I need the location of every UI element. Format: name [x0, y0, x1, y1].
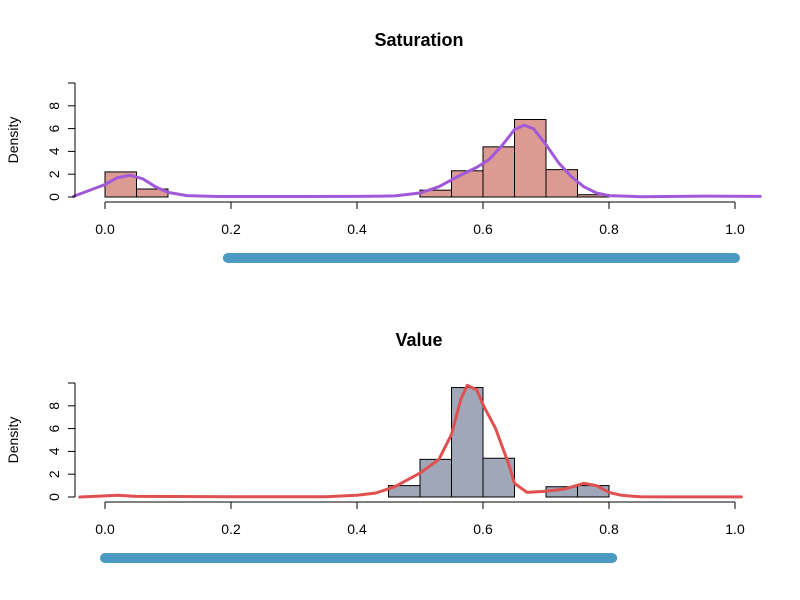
- saturation-x-axis: 0.0 0.2 0.4 0.6 0.8 1.0: [95, 201, 745, 237]
- value-x-tick-label-2: 0.4: [347, 521, 367, 537]
- saturation-density-line: [72, 123, 762, 199]
- value-y-axis: 0 2 4 6 8: [46, 382, 76, 501]
- saturation-histogram-bars: [104, 118, 610, 198]
- saturation-bar-4: [482, 146, 515, 198]
- saturation-x-tick-label-5: 1.0: [725, 221, 745, 237]
- value-histogram-bars: [388, 387, 610, 498]
- value-bar-2: [451, 387, 484, 498]
- value-y-tick-label-3: 6: [46, 424, 62, 432]
- value-y-tick-label-4: 8: [46, 402, 62, 410]
- saturation-y-tick-label-3: 6: [46, 124, 62, 132]
- value-panel: Value Density 0 2 4 6 8 0.0 0.2 0.4 0.6 0.8 1.0: [5, 330, 745, 563]
- value-density-line: [78, 383, 743, 499]
- saturation-y-tick-label-1: 2: [46, 170, 62, 178]
- saturation-x-tick-label-2: 0.4: [347, 221, 367, 237]
- saturation-y-tick-label-0: 0: [46, 193, 62, 201]
- value-x-tick-label-3: 0.6: [473, 521, 493, 537]
- value-x-axis: 0.0 0.2 0.4 0.6 0.8 1.0: [95, 501, 745, 537]
- saturation-x-tick-label-1: 0.2: [221, 221, 241, 237]
- value-y-axis-label: Density: [5, 417, 21, 464]
- saturation-y-axis-label: Density: [5, 117, 21, 164]
- saturation-bar-6: [545, 169, 578, 198]
- saturation-y-tick-label-2: 4: [46, 147, 62, 155]
- saturation-y-tick-label-4: 8: [46, 102, 62, 110]
- saturation-title: Saturation: [374, 30, 463, 50]
- saturation-panel: Saturation Density 0 2 4 6 8 0.0 0.2 0.4 0.6 0.8…: [5, 30, 762, 263]
- saturation-density-curve: [72, 123, 762, 199]
- value-x-tick-label-1: 0.2: [221, 521, 241, 537]
- saturation-x-tick-label-4: 0.8: [599, 221, 619, 237]
- saturation-bar-3: [451, 170, 484, 198]
- value-x-tick-label-0: 0.0: [95, 521, 115, 537]
- value-x-tick-label-5: 1.0: [725, 521, 745, 537]
- value-x-tick-label-4: 0.8: [599, 521, 619, 537]
- value-density-curve: [78, 383, 743, 499]
- saturation-x-tick-label-3: 0.6: [473, 221, 493, 237]
- saturation-y-axis: 0 2 4 6 8: [46, 82, 76, 201]
- value-y-tick-label-1: 2: [46, 470, 62, 478]
- value-y-tick-label-0: 0: [46, 493, 62, 501]
- value-bar-1: [419, 458, 452, 498]
- saturation-x-tick-label-0: 0.0: [95, 221, 115, 237]
- value-title: Value: [395, 330, 442, 350]
- saturation-bar-5: [514, 118, 547, 198]
- value-y-tick-label-2: 4: [46, 447, 62, 455]
